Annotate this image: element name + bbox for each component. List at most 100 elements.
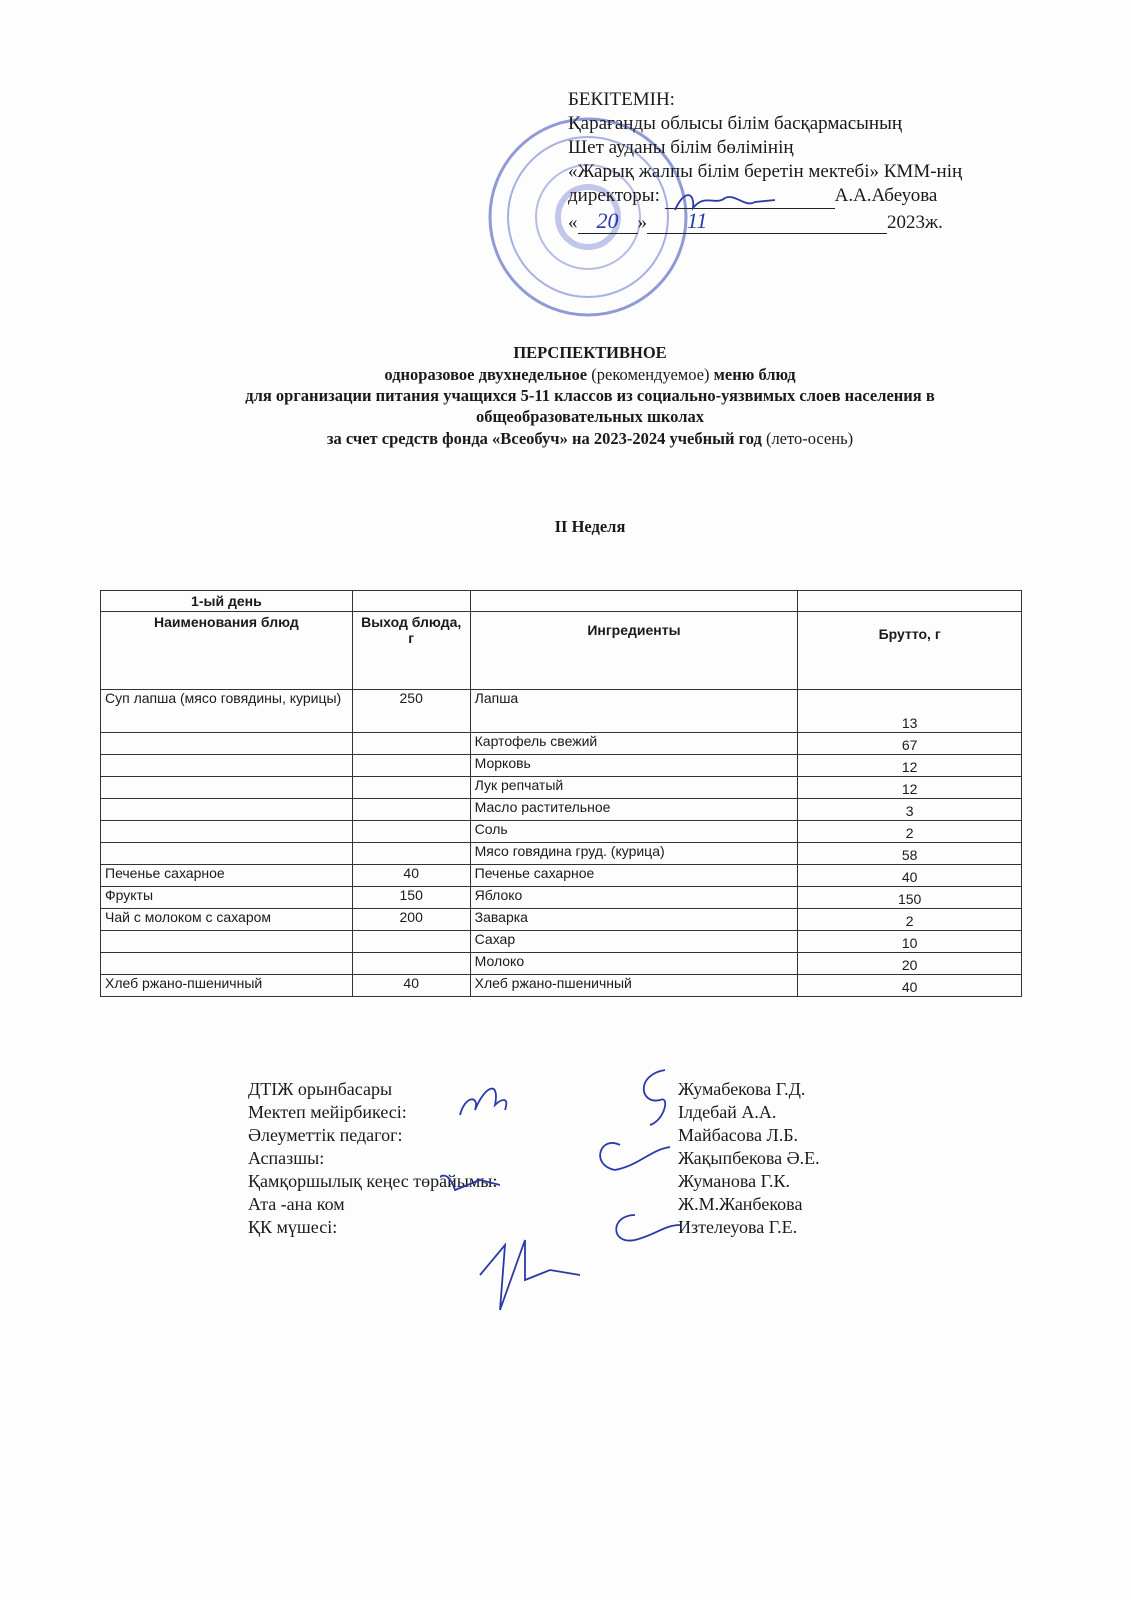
director-label: директоры:	[568, 185, 660, 206]
dish-yield: 150	[351, 886, 471, 909]
role: Аспазшы:	[248, 1148, 325, 1168]
ingredient: Хлеб ржано-пшеничный	[469, 974, 799, 997]
ingredient: Лапша	[469, 689, 799, 733]
date-year: 2023ж.	[887, 212, 943, 233]
role: Ата -ана ком	[248, 1194, 345, 1214]
column-header: Выход блюда, г	[351, 611, 471, 690]
name: Изтелеуова Г.Е.	[678, 1217, 798, 1237]
approval-line: Қарағанды облысы білім басқармасының	[568, 113, 903, 134]
column-header: Наименования блюд	[100, 611, 353, 690]
dish-yield	[351, 842, 471, 865]
ingredient: Мясо говядина груд. (курица)	[469, 842, 799, 865]
dish-name	[100, 952, 353, 975]
title-line: за счет средств фонда «Всеобуч» на 2023-…	[326, 429, 762, 448]
dish-yield: 40	[351, 974, 471, 997]
table-row: Фрукты 150 Яблоко 150	[100, 886, 1022, 909]
ingredient: Картофель свежий	[469, 732, 799, 755]
dish-name: Чай с молоком с сахаром	[100, 908, 353, 931]
dish-name: Фрукты	[100, 886, 353, 909]
director-name: А.А.Абеуова	[834, 185, 938, 206]
dish-yield: 200	[351, 908, 471, 931]
name: Жуманова Г.К.	[678, 1171, 791, 1191]
table-row: Картофель свежий 67	[100, 732, 1022, 755]
approval-line: Шет ауданы білім бөлімінің	[568, 137, 794, 158]
ingredient: Морковь	[469, 754, 799, 777]
dish-yield	[351, 798, 471, 821]
approval-line: «Жарық жалпы білім беретін мектебі» КММ-…	[568, 161, 963, 182]
gross-weight: 3	[797, 798, 1022, 821]
gross-weight: 40	[797, 864, 1022, 887]
column-header: Ингредиенты	[469, 611, 799, 690]
dish-yield	[351, 754, 471, 777]
table-row: Соль 2	[100, 820, 1022, 843]
table-row: Сахар 10	[100, 930, 1022, 953]
dish-yield	[351, 732, 471, 755]
dish-name	[100, 754, 353, 777]
ingredient: Лук репчатый	[469, 776, 799, 799]
role: Әлеуметтік педагог:	[248, 1125, 403, 1145]
gross-weight: 150	[797, 886, 1022, 909]
menu-table: 1-ый день Наименования блюд Выход блюда,…	[100, 590, 1022, 997]
dish-name	[100, 842, 353, 865]
table-row: Суп лапша (мясо говядины, курицы) 250 Лапш…	[100, 689, 1022, 733]
ingredient: Масло растительное	[469, 798, 799, 821]
gross-weight: 40	[797, 974, 1022, 997]
date-day: 20	[577, 209, 638, 234]
ingredient: Яблоко	[469, 886, 799, 909]
dish-name: Хлеб ржано-пшеничный	[100, 974, 353, 997]
director-signature	[674, 194, 776, 212]
dish-yield	[351, 820, 471, 843]
title-sub: одноразовое двухнедельное	[384, 365, 588, 384]
official-stamp	[488, 117, 688, 317]
name: Ілдебай А.А.	[678, 1102, 777, 1122]
role: Мектеп мейірбикесі:	[248, 1102, 407, 1122]
week-label: II Неделя	[554, 517, 626, 536]
signatory-names: Жумабекова Г.Д. Ілдебай А.А. Майбасова Л…	[678, 1078, 820, 1239]
dish-name	[100, 798, 353, 821]
table-row: Морковь 12	[100, 754, 1022, 777]
name: Жумабекова Г.Д.	[678, 1079, 806, 1099]
dish-yield: 40	[351, 864, 471, 887]
handwritten-signatures	[440, 1069, 680, 1311]
dish-name: Печенье сахарное	[100, 864, 353, 887]
title-line: для организации питания учащихся 5-11 кл…	[245, 386, 935, 405]
approval-heading: БЕКІТЕМІН:	[568, 89, 675, 110]
ingredient: Сахар	[469, 930, 799, 953]
gross-weight: 67	[797, 732, 1022, 755]
title-sub: меню блюд	[713, 365, 796, 384]
table-row: Хлеб ржано-пшеничный 40 Хлеб ржано-пшеничн…	[100, 974, 1022, 997]
gross-weight: 58	[797, 842, 1022, 865]
gross-weight: 2	[797, 908, 1022, 931]
title-line: (лето-осень)	[765, 429, 854, 448]
role: ДТІЖ орынбасары	[248, 1079, 393, 1099]
title-main: ПЕРСПЕКТИВНОЕ	[513, 343, 667, 362]
gross-weight: 20	[797, 952, 1022, 975]
dish-name	[100, 776, 353, 799]
ingredient: Печенье сахарное	[469, 864, 799, 887]
gross-weight: 10	[797, 930, 1022, 953]
dish-name	[100, 930, 353, 953]
date-quote: »	[637, 212, 648, 233]
dish-yield	[351, 952, 471, 975]
table-row: Мясо говядина груд. (курица) 58	[100, 842, 1022, 865]
gross-weight: 12	[797, 776, 1022, 799]
role: ҚК мүшесі:	[248, 1217, 338, 1237]
table-row: Лук репчатый 12	[100, 776, 1022, 799]
dish-yield	[351, 930, 471, 953]
dish-name	[100, 820, 353, 843]
table-row: Чай с молоком с сахаром 200 Заварка 2	[100, 908, 1022, 931]
dish-yield	[351, 776, 471, 799]
gross-weight: 13	[797, 689, 1022, 733]
title-line: общеобразовательных школах	[476, 407, 704, 426]
role: Қамқоршылық кеңес төрайымы:	[248, 1171, 498, 1191]
dish-name	[100, 732, 353, 755]
gross-weight: 12	[797, 754, 1022, 777]
name: Ж.М.Жанбекова	[678, 1194, 803, 1214]
dish-yield: 250	[351, 689, 471, 733]
table-row: Масло растительное 3	[100, 798, 1022, 821]
title-sub: (рекомендуемое)	[591, 365, 710, 384]
gross-weight: 2	[797, 820, 1022, 843]
signatory-roles: ДТІЖ орынбасары Мектеп мейірбикесі: Әлеу…	[248, 1078, 497, 1239]
ingredient: Соль	[469, 820, 799, 843]
